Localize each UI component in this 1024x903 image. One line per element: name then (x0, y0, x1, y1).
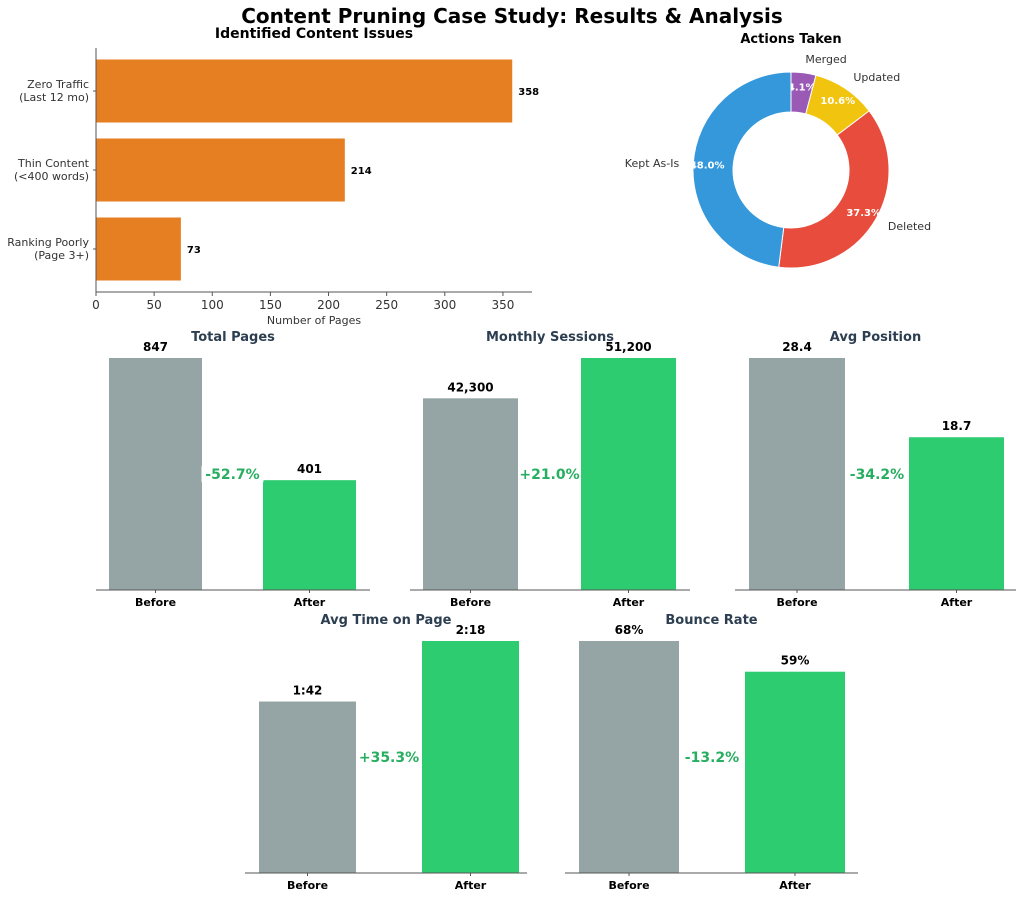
issue-value-label: 73 (187, 245, 201, 256)
issue-category-line: (Last 12 mo) (19, 91, 89, 104)
panel-avg-time-on-page: Avg Time on Page 1:42 Before 2:18 After +35.3… (245, 613, 527, 892)
donut-pct-label: 37.3% (846, 208, 881, 219)
issue-bar (96, 217, 181, 281)
x-tick-label: 150 (259, 298, 282, 312)
donut-pct-label: 48.0% (690, 161, 725, 172)
x-tick-label: 100 (201, 298, 224, 312)
change-label: -52.7% (205, 467, 259, 483)
issue-bar (96, 138, 345, 202)
donut-slice-kept-as-is (692, 71, 792, 268)
change-label-box (846, 464, 908, 484)
x-tick-label: After (613, 596, 645, 609)
bar-value-label: 51,200 (605, 340, 651, 354)
before-bar (259, 701, 356, 873)
panel-title: Bounce Rate (665, 613, 757, 628)
issue-category-label: Thin Content (<400 words) (14, 157, 90, 183)
panel-avg-position: Avg Position 28.4 Before 18.7 After -34.2% (735, 330, 1016, 609)
issue-category-label: Ranking Poorly (Page 3+) (7, 236, 89, 262)
before-bar (749, 358, 845, 590)
x-tick-label: 350 (491, 298, 514, 312)
change-label-box (681, 747, 743, 767)
after-bar (745, 671, 845, 873)
issue-category-line: (<400 words) (14, 170, 89, 183)
before-bar (109, 358, 202, 590)
change-label-box (201, 464, 264, 484)
x-tick-label: 300 (433, 298, 456, 312)
change-label-box (518, 464, 581, 484)
x-tick-label: Before (608, 879, 649, 892)
x-tick-label: After (455, 879, 487, 892)
bar-value-label: 1:42 (293, 684, 323, 698)
bar-value-label: 59% (781, 654, 810, 668)
x-tick-label: After (779, 879, 811, 892)
x-tick-label: 50 (146, 298, 161, 312)
bar-value-label: 42,300 (447, 380, 493, 394)
bar-value-label: 401 (297, 462, 322, 476)
before-bar (579, 641, 679, 873)
bar-value-label: 68% (615, 623, 644, 637)
actions-donut-chart: Actions Taken 4.1% Merged 10.6% Updated 37.3%… (625, 32, 931, 269)
panel-title: Monthly Sessions (486, 330, 614, 345)
issue-value-label: 214 (351, 166, 372, 177)
donut-category-label: Updated (853, 71, 900, 84)
x-tick-label: Before (450, 596, 491, 609)
after-bar (581, 358, 676, 590)
x-tick-label: After (294, 596, 326, 609)
bar-value-label: 2:18 (456, 623, 486, 637)
issue-bar (96, 59, 513, 123)
issue-category-line: Ranking Poorly (7, 236, 89, 249)
issue-category-line: Thin Content (17, 157, 90, 170)
x-tick-label: 250 (375, 298, 398, 312)
panel-title: Avg Position (830, 330, 921, 345)
x-tick-label: 200 (317, 298, 340, 312)
donut-slice-deleted (778, 110, 890, 269)
issue-category-label: Zero Traffic (Last 12 mo) (19, 78, 89, 104)
issue-category-line: (Page 3+) (34, 249, 89, 262)
x-tick-label: Before (287, 879, 328, 892)
change-label: -34.2% (850, 467, 904, 483)
issue-category-line: Zero Traffic (27, 78, 89, 91)
issues-title: Identified Content Issues (215, 26, 413, 42)
panel-title: Avg Time on Page (321, 613, 452, 628)
after-bar (422, 641, 519, 873)
x-tick-label: After (941, 596, 973, 609)
change-label: +21.0% (519, 467, 579, 483)
change-label: +35.3% (359, 750, 419, 766)
panel-total-pages: Total Pages 847 Before 401 After -52.7% (96, 330, 370, 609)
x-tick-label: Before (776, 596, 817, 609)
panel-title: Total Pages (191, 330, 275, 345)
donut-pct-label: 4.1% (788, 83, 816, 94)
donut-category-label: Kept As-Is (625, 157, 680, 170)
bar-value-label: 18.7 (942, 419, 972, 433)
change-label: -13.2% (685, 750, 739, 766)
issue-value-label: 358 (518, 87, 539, 98)
issues-chart: Identified Content Issues 358 Zero Traffic… (7, 26, 539, 327)
x-tick-label: 0 (92, 298, 100, 312)
x-tick-label: Before (135, 596, 176, 609)
after-bar (909, 437, 1004, 590)
change-label-box (358, 747, 420, 767)
panel-bounce-rate: Bounce Rate 68% Before 59% After -13.2% (565, 613, 858, 892)
donut-category-label: Deleted (888, 220, 931, 233)
bar-value-label: 847 (143, 340, 168, 354)
before-bar (423, 398, 518, 590)
before-after-panels: Total Pages 847 Before 401 After -52.7% Monthl… (96, 330, 1016, 892)
bar-value-label: 28.4 (782, 340, 812, 354)
after-bar (263, 480, 356, 590)
panel-monthly-sessions: Monthly Sessions 42,300 Before 51,200 After +… (410, 330, 690, 609)
donut-pct-label: 10.6% (820, 96, 855, 107)
donut-title: Actions Taken (740, 32, 841, 47)
issues-xlabel: Number of Pages (267, 314, 361, 327)
figure-title: Content Pruning Case Study: Results & An… (241, 4, 783, 28)
donut-category-label: Merged (805, 53, 846, 66)
